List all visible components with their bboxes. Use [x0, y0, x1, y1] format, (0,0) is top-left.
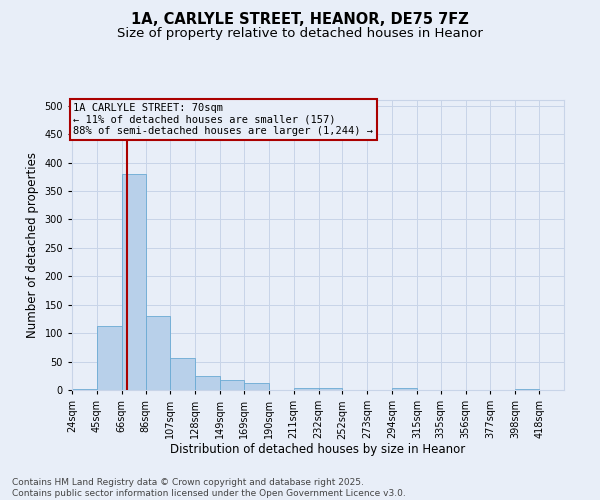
- X-axis label: Distribution of detached houses by size in Heanor: Distribution of detached houses by size …: [170, 442, 466, 456]
- Bar: [319, 388, 343, 390]
- Bar: [146, 316, 170, 390]
- Bar: [293, 388, 319, 390]
- Bar: [170, 358, 195, 390]
- Bar: [220, 380, 244, 390]
- Bar: [97, 326, 122, 390]
- Bar: [122, 174, 146, 390]
- Bar: [244, 382, 269, 390]
- Bar: [515, 389, 539, 390]
- Y-axis label: Number of detached properties: Number of detached properties: [26, 152, 39, 338]
- Bar: [392, 388, 417, 390]
- Text: Size of property relative to detached houses in Heanor: Size of property relative to detached ho…: [117, 28, 483, 40]
- Text: 1A, CARLYLE STREET, HEANOR, DE75 7FZ: 1A, CARLYLE STREET, HEANOR, DE75 7FZ: [131, 12, 469, 28]
- Text: Contains HM Land Registry data © Crown copyright and database right 2025.
Contai: Contains HM Land Registry data © Crown c…: [12, 478, 406, 498]
- Text: 1A CARLYLE STREET: 70sqm
← 11% of detached houses are smaller (157)
88% of semi-: 1A CARLYLE STREET: 70sqm ← 11% of detach…: [73, 103, 373, 136]
- Bar: [72, 389, 97, 390]
- Bar: [195, 376, 220, 390]
